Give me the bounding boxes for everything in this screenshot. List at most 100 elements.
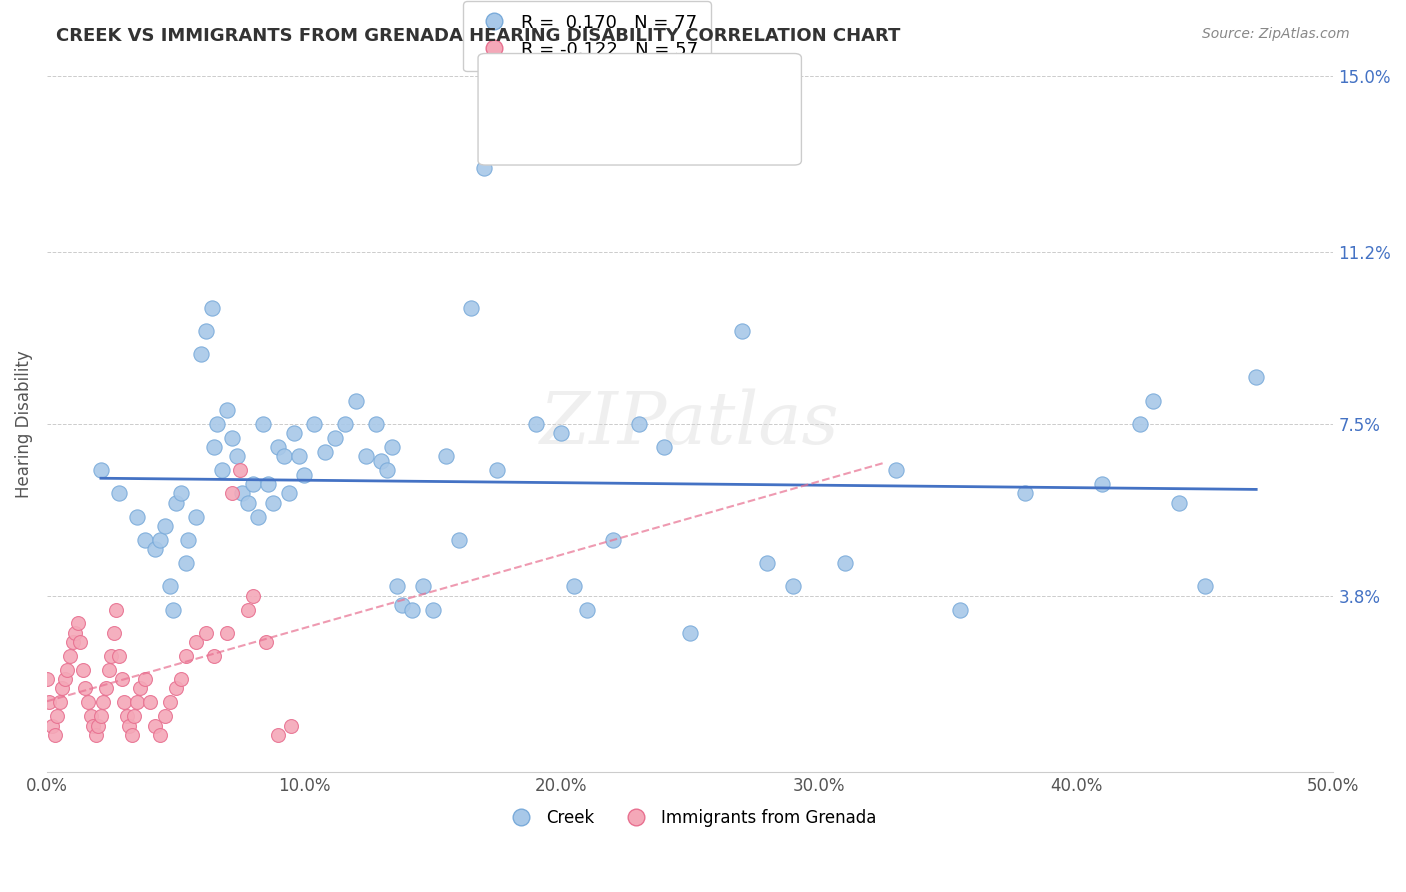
Point xyxy=(103,625,125,640)
Point xyxy=(195,625,218,640)
Point xyxy=(62,635,84,649)
Point xyxy=(215,625,238,640)
Point xyxy=(654,440,676,454)
Point xyxy=(884,463,907,477)
Point xyxy=(46,709,69,723)
Point xyxy=(236,602,259,616)
Point xyxy=(115,709,138,723)
Point xyxy=(69,635,91,649)
Point xyxy=(1194,579,1216,593)
Point xyxy=(335,417,357,431)
Point xyxy=(165,496,187,510)
Point xyxy=(108,486,131,500)
Point xyxy=(323,431,346,445)
Point xyxy=(756,556,779,570)
Point xyxy=(370,454,392,468)
Point xyxy=(434,450,457,464)
Point xyxy=(221,431,243,445)
Point xyxy=(149,533,172,547)
Point xyxy=(524,417,547,431)
Point xyxy=(366,417,388,431)
Point xyxy=(375,463,398,477)
Point xyxy=(174,648,197,663)
Text: Source: ZipAtlas.com: Source: ZipAtlas.com xyxy=(1202,27,1350,41)
Point xyxy=(90,463,112,477)
Point xyxy=(262,496,284,510)
Point xyxy=(139,695,162,709)
Point xyxy=(97,663,120,677)
Point xyxy=(184,635,207,649)
Point xyxy=(564,579,586,593)
Point xyxy=(385,579,408,593)
Point xyxy=(1129,417,1152,431)
Point xyxy=(283,426,305,441)
Point xyxy=(288,450,311,464)
Point xyxy=(155,709,177,723)
Point xyxy=(280,718,302,732)
Point xyxy=(162,602,184,616)
Point xyxy=(447,533,470,547)
Point xyxy=(79,709,101,723)
Point xyxy=(63,625,86,640)
Point xyxy=(94,681,117,696)
Point xyxy=(576,602,599,616)
Point xyxy=(354,450,377,464)
Point xyxy=(41,718,63,732)
Point xyxy=(304,417,326,431)
Point xyxy=(128,681,150,696)
Point xyxy=(679,625,702,640)
Point xyxy=(205,417,228,431)
Point xyxy=(229,463,252,477)
Point xyxy=(121,728,143,742)
Point xyxy=(134,672,156,686)
Point xyxy=(165,681,187,696)
Point xyxy=(174,556,197,570)
Point xyxy=(93,695,115,709)
Point xyxy=(59,648,82,663)
Point xyxy=(149,728,172,742)
Point xyxy=(267,728,290,742)
Point xyxy=(134,533,156,547)
Point xyxy=(143,718,166,732)
Point xyxy=(391,598,413,612)
Point xyxy=(143,542,166,557)
Point xyxy=(177,533,200,547)
Point xyxy=(84,728,107,742)
Point xyxy=(550,426,572,441)
Point xyxy=(105,602,128,616)
Point xyxy=(472,161,495,176)
Point xyxy=(344,393,367,408)
Point xyxy=(215,402,238,417)
Point xyxy=(118,718,141,732)
Point xyxy=(38,695,60,709)
Point xyxy=(110,672,132,686)
Point xyxy=(211,463,233,477)
Point xyxy=(277,486,299,500)
Point xyxy=(1014,486,1036,500)
Point xyxy=(834,556,856,570)
Point xyxy=(231,486,253,500)
Point xyxy=(381,440,404,454)
Point xyxy=(273,450,295,464)
Point xyxy=(56,663,79,677)
Point xyxy=(292,467,315,482)
Text: ZIPatlas: ZIPatlas xyxy=(540,389,839,459)
Point xyxy=(242,477,264,491)
Point xyxy=(226,450,249,464)
Legend: Creek, Immigrants from Grenada: Creek, Immigrants from Grenada xyxy=(498,802,883,833)
Point xyxy=(242,589,264,603)
Point xyxy=(170,486,193,500)
Point xyxy=(87,718,110,732)
Point xyxy=(1244,370,1267,384)
Point xyxy=(602,533,624,547)
Point xyxy=(190,347,212,361)
Point xyxy=(314,444,336,458)
Point xyxy=(159,695,181,709)
Point xyxy=(254,635,277,649)
Point xyxy=(627,417,650,431)
Point xyxy=(267,440,290,454)
Point xyxy=(184,509,207,524)
Point xyxy=(221,486,243,500)
Point xyxy=(125,509,148,524)
Point xyxy=(202,648,225,663)
